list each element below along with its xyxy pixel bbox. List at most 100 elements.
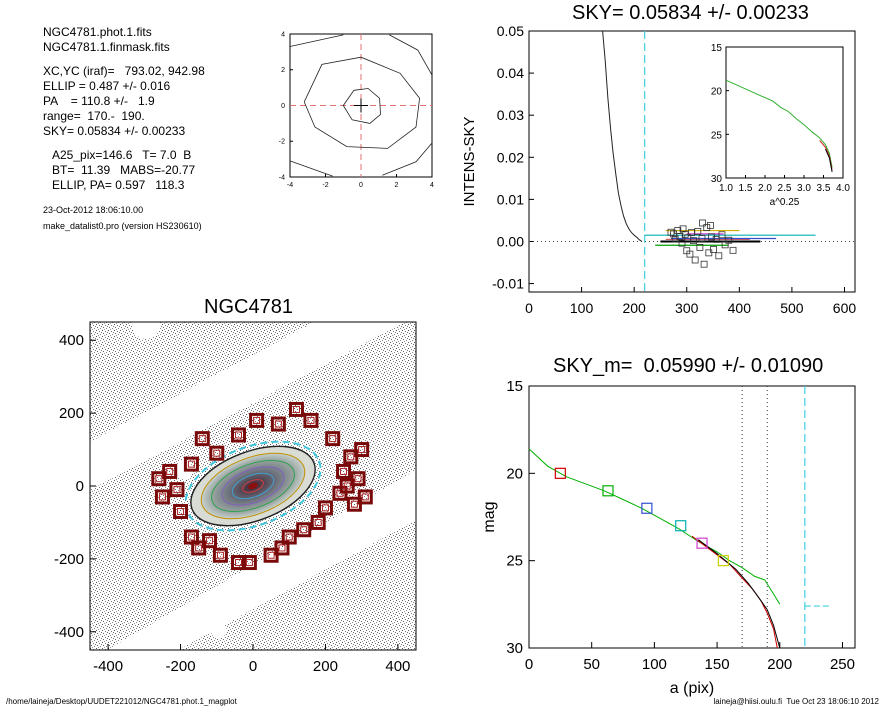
mag-profile-line xyxy=(691,535,778,649)
sky-x-label: 600 xyxy=(833,300,857,316)
sky-x-label: 300 xyxy=(675,300,699,316)
sky-sample-box xyxy=(710,246,717,253)
sky-box-marker xyxy=(303,412,319,428)
sky-box-marker xyxy=(154,489,170,505)
contour-y-axis-label: 2 xyxy=(281,67,285,74)
galaxy-x-label: -400 xyxy=(93,658,123,675)
sky-y-label: 0.04 xyxy=(497,65,524,81)
galaxy-x-label: 200 xyxy=(313,658,338,675)
sky-box-marker-inner xyxy=(235,431,243,439)
sky-box-marker-inner xyxy=(329,435,337,443)
sky-y-label: 0.03 xyxy=(497,107,524,123)
sky-box-marker xyxy=(281,529,297,545)
mag-x-label: 150 xyxy=(705,656,730,673)
masked-star xyxy=(132,322,161,339)
sky-box-marker xyxy=(169,482,185,498)
sky-box-marker-inner xyxy=(155,475,163,483)
sky-sample-box xyxy=(703,224,711,231)
sky-box-marker-inner xyxy=(235,559,243,567)
inset-x-label: 2.0 xyxy=(758,183,772,194)
sky-box-marker-inner xyxy=(213,449,221,457)
sky-box-marker xyxy=(317,500,333,516)
sky-box-marker-inner xyxy=(361,493,369,501)
sky-box-marker xyxy=(350,471,366,487)
galaxy-y-label: -200 xyxy=(54,551,84,568)
sky-box-marker xyxy=(231,427,247,443)
ellip-pa: ELLIP, PA= 0.597 118.3 xyxy=(52,178,185,192)
sky-box-marker-inner xyxy=(350,500,358,508)
galaxy-x-label: 0 xyxy=(249,658,257,675)
inset-profile-black xyxy=(825,148,833,172)
sky-box-marker xyxy=(357,489,373,505)
inset-x-label: 4.0 xyxy=(836,183,850,194)
galaxy-nucleus xyxy=(248,482,258,490)
sky-sample-box xyxy=(686,250,694,258)
sky-y-label: 0.02 xyxy=(497,149,524,165)
sky-box-marker-inner xyxy=(274,420,282,428)
mag-x-label: 250 xyxy=(830,656,855,673)
sky-box-marker xyxy=(241,555,257,571)
contour-y-axis-label: 0 xyxy=(281,103,285,110)
sky-x-label: 100 xyxy=(570,300,594,316)
isophote-contour xyxy=(389,34,433,76)
masked-stripe-lower xyxy=(107,470,416,650)
sky-sample-box xyxy=(698,235,706,242)
galaxy-isophote xyxy=(231,472,275,500)
sky-box-marker-inner xyxy=(245,559,253,567)
sky-box-marker-inner xyxy=(206,537,214,545)
inset-y-label: 15 xyxy=(711,43,723,54)
mag-y-label: 30 xyxy=(506,640,523,657)
sky-y-label: 0.01 xyxy=(497,191,524,207)
sky-box-marker xyxy=(288,401,304,417)
galaxy-x-label: 400 xyxy=(385,658,410,675)
sky-sample-box xyxy=(676,233,684,240)
bt-mabs: BT= 11.39 MABS=-20.77 xyxy=(52,163,196,177)
sky-sample-box xyxy=(690,237,697,245)
contour-y-axis-label: 4 xyxy=(281,31,285,38)
run-date: 23-Oct-2012 18:06:10.00 xyxy=(43,205,144,215)
fit-range: range= 170.- 190. xyxy=(43,109,145,123)
sky-box-marker-inner xyxy=(187,533,195,541)
sky-box-marker xyxy=(354,442,370,458)
sky-frame xyxy=(528,30,856,293)
sky-y-label: -0.01 xyxy=(492,276,524,292)
sky-box-marker-inner xyxy=(292,405,300,413)
sky-box-marker-inner xyxy=(198,435,206,443)
inset-x-label: 1.5 xyxy=(739,183,753,194)
sky-box-marker xyxy=(249,412,265,428)
sky-box-marker xyxy=(162,463,178,479)
footer-user-date: laineja@hiisi.oulu.fi Tue Oct 23 18:06:1… xyxy=(713,697,879,706)
sky-box-marker-inner xyxy=(195,544,203,552)
mag-x-label: 200 xyxy=(767,656,792,673)
sky-sample-box xyxy=(715,252,723,260)
sky-box-marker-inner xyxy=(158,493,166,501)
sky-box-marker-inner xyxy=(354,475,362,483)
sky-sample-box xyxy=(691,256,699,264)
center-coords: XC,YC (iraf)= 793.02, 942.98 xyxy=(43,64,205,78)
mag-marker-box xyxy=(641,502,653,514)
program-version: make_datalist0.pro (version HS230610) xyxy=(43,221,202,231)
sky-box-marker-inner xyxy=(173,486,181,494)
position-angle: PA = 110.8 +/- 1.9 xyxy=(43,94,155,108)
sky-x-label: 400 xyxy=(728,300,752,316)
mag-x-axis-title: a (pix) xyxy=(670,680,714,697)
sky-sample-box xyxy=(699,219,706,227)
isophote-contour xyxy=(382,142,433,176)
isophote-contour xyxy=(342,88,381,124)
sky-value: SKY= 0.05834 +/- 0.00233 xyxy=(43,124,186,138)
sky-plot-title: SKY= 0.05834 +/- 0.00233 xyxy=(572,2,809,24)
masked-star xyxy=(186,608,211,632)
sky-box-marker-inner xyxy=(216,551,224,559)
sky-sample-box xyxy=(729,246,737,254)
center-contour-plot: -4 -2 0 2 4 4 2 0 -2 -4 xyxy=(279,31,434,189)
intensity-profile xyxy=(602,30,643,242)
sky-box-marker-inner xyxy=(300,526,308,534)
sky-box-marker xyxy=(310,514,326,530)
isophote-contour xyxy=(289,160,333,177)
sky-box-marker xyxy=(270,416,286,432)
galaxy-y-label: 0 xyxy=(76,478,84,495)
sky-sample-box xyxy=(671,235,679,243)
sky-box-marker-inner xyxy=(278,544,286,552)
galaxy-title: NGC4781 xyxy=(204,296,293,318)
sky-x-label: 200 xyxy=(622,300,646,316)
